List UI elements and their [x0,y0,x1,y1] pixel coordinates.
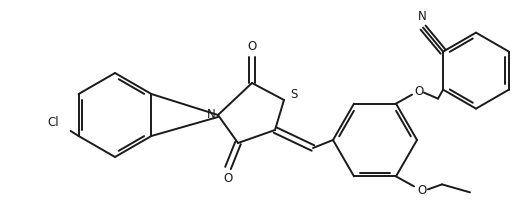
Text: Cl: Cl [48,116,59,128]
Text: O: O [418,184,426,197]
Text: S: S [290,88,297,102]
Text: O: O [224,172,232,184]
Text: N: N [418,10,426,23]
Text: O: O [414,85,424,98]
Text: N: N [206,109,215,121]
Text: O: O [248,40,257,53]
